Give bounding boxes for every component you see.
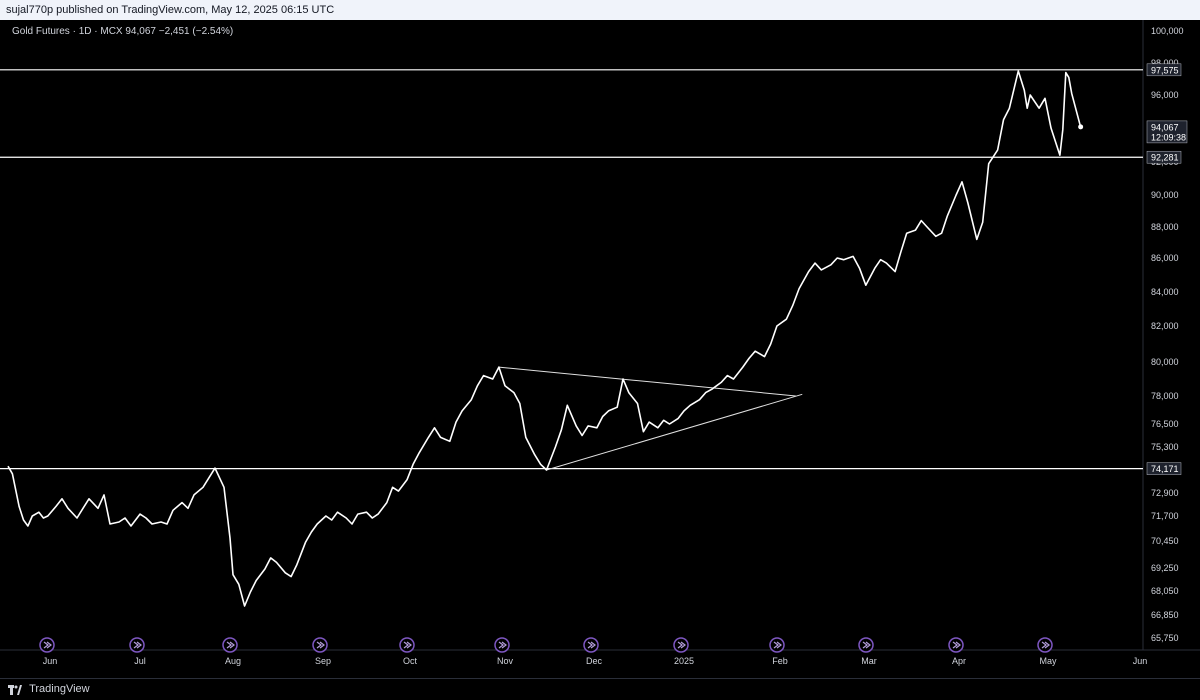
x-tick-label: Sep [315,656,331,666]
level-tag-label: 92,281 [1151,153,1179,163]
symbol-name: Gold Futures · 1D · MCX [12,26,123,37]
trendline [546,393,803,471]
event-marker-icon [129,637,145,653]
y-tick-label: 76,500 [1151,419,1179,429]
trendline [498,366,796,397]
event-marker-icon [222,637,238,653]
event-marker-arrows [403,641,412,649]
event-marker-ring [769,637,785,653]
tradingview-logo-icon [8,684,22,695]
x-tick-label: Apr [952,656,966,666]
last-price-value: 94,067 [125,26,156,37]
event-marker-ring [494,637,510,653]
event-marker-icon [399,637,415,653]
event-marker-arrows [226,641,235,649]
y-tick-label: 80,000 [1151,357,1179,367]
price-chart[interactable]: 100,00098,00096,00094,00092,00090,00088,… [0,20,1200,678]
event-marker-arrows [773,641,782,649]
y-tick-label: 98,000 [1151,58,1179,68]
level-price-tag: 97,575 [1146,63,1182,77]
event-marker-icon [494,637,510,653]
event-marker-arrows [316,641,325,649]
event-marker-arrows [498,641,507,649]
event-marker-icon [673,637,689,653]
y-tick-label: 96,000 [1151,90,1179,100]
chart-area[interactable]: 100,00098,00096,00094,00092,00090,00088,… [0,20,1200,678]
event-marker-icon [1037,637,1053,653]
y-tick-label: 69,250 [1151,563,1179,573]
y-tick-label: 88,000 [1151,222,1179,232]
y-tick-label: 82,000 [1151,321,1179,331]
level-tag-label: 97,575 [1151,65,1179,75]
level-tag-box [1146,150,1182,164]
level-tag-box [1146,462,1182,475]
footer-bar: TradingView [0,678,1200,700]
event-marker-ring [948,637,964,653]
event-marker-icon [858,637,874,653]
event-marker-ring [673,637,689,653]
price-change: −2,451 (−2.54%) [158,26,234,37]
level-price-tag: 74,171 [1146,462,1182,475]
event-marker-ring [858,637,874,653]
y-tick-label: 71,700 [1151,511,1179,521]
event-marker-ring [1037,637,1053,653]
x-tick-label: Aug [225,656,241,666]
x-tick-label: Feb [772,656,788,666]
last-price-tag-box [1146,120,1188,144]
event-marker-ring [399,637,415,653]
y-tick-label: 90,000 [1151,190,1179,200]
event-marker-arrows [1041,641,1050,649]
event-marker-arrows [133,641,142,649]
level-tag-label: 74,171 [1151,464,1179,474]
last-price-dot [1078,124,1084,130]
price-series-line [7,70,1082,607]
y-tick-label: 100,000 [1151,26,1184,36]
event-marker-ring [222,637,238,653]
y-tick-label: 66,850 [1151,610,1179,620]
event-marker-arrows [43,641,52,649]
y-tick-label: 75,300 [1151,442,1179,452]
event-marker-arrows [587,641,596,649]
event-marker-icon [583,637,599,653]
x-tick-label: Mar [861,656,877,666]
event-marker-ring [583,637,599,653]
event-marker-icon [769,637,785,653]
x-tick-label: May [1039,656,1057,666]
event-marker-ring [39,637,55,653]
event-marker-arrows [677,641,686,649]
event-marker-icon [312,637,328,653]
y-tick-label: 65,750 [1151,633,1179,643]
x-tick-label: Oct [403,656,418,666]
event-marker-icon [948,637,964,653]
x-tick-label: Jul [134,656,146,666]
event-marker-ring [312,637,328,653]
event-marker-ring [129,637,145,653]
y-tick-label: 78,000 [1151,391,1179,401]
x-tick-label: Jun [1133,656,1148,666]
y-tick-label: 86,000 [1151,253,1179,263]
x-tick-label: Dec [586,656,603,666]
level-tag-box [1146,63,1182,77]
level-price-tag: 92,281 [1146,150,1182,164]
footer-brand: TradingView [29,683,90,695]
y-tick-label: 68,050 [1151,586,1179,596]
event-marker-arrows [862,641,871,649]
x-tick-label: 2025 [674,656,694,666]
y-tick-label: 84,000 [1151,287,1179,297]
last-price-countdown: 12:09:38 [1151,132,1186,142]
symbol-legend: Gold Futures · 1D · MCX 94,067 −2,451 (−… [12,26,233,37]
published-text: sujal770p published on TradingView.com, … [6,4,335,16]
event-marker-arrows [952,641,961,649]
last-price-tag-value: 94,067 [1151,122,1179,132]
event-marker-icon [39,637,55,653]
published-banner: sujal770p published on TradingView.com, … [0,0,1200,20]
y-tick-label: 70,450 [1151,536,1179,546]
x-tick-label: Nov [497,656,514,666]
x-tick-label: Jun [43,656,58,666]
y-tick-label: 72,900 [1151,488,1179,498]
